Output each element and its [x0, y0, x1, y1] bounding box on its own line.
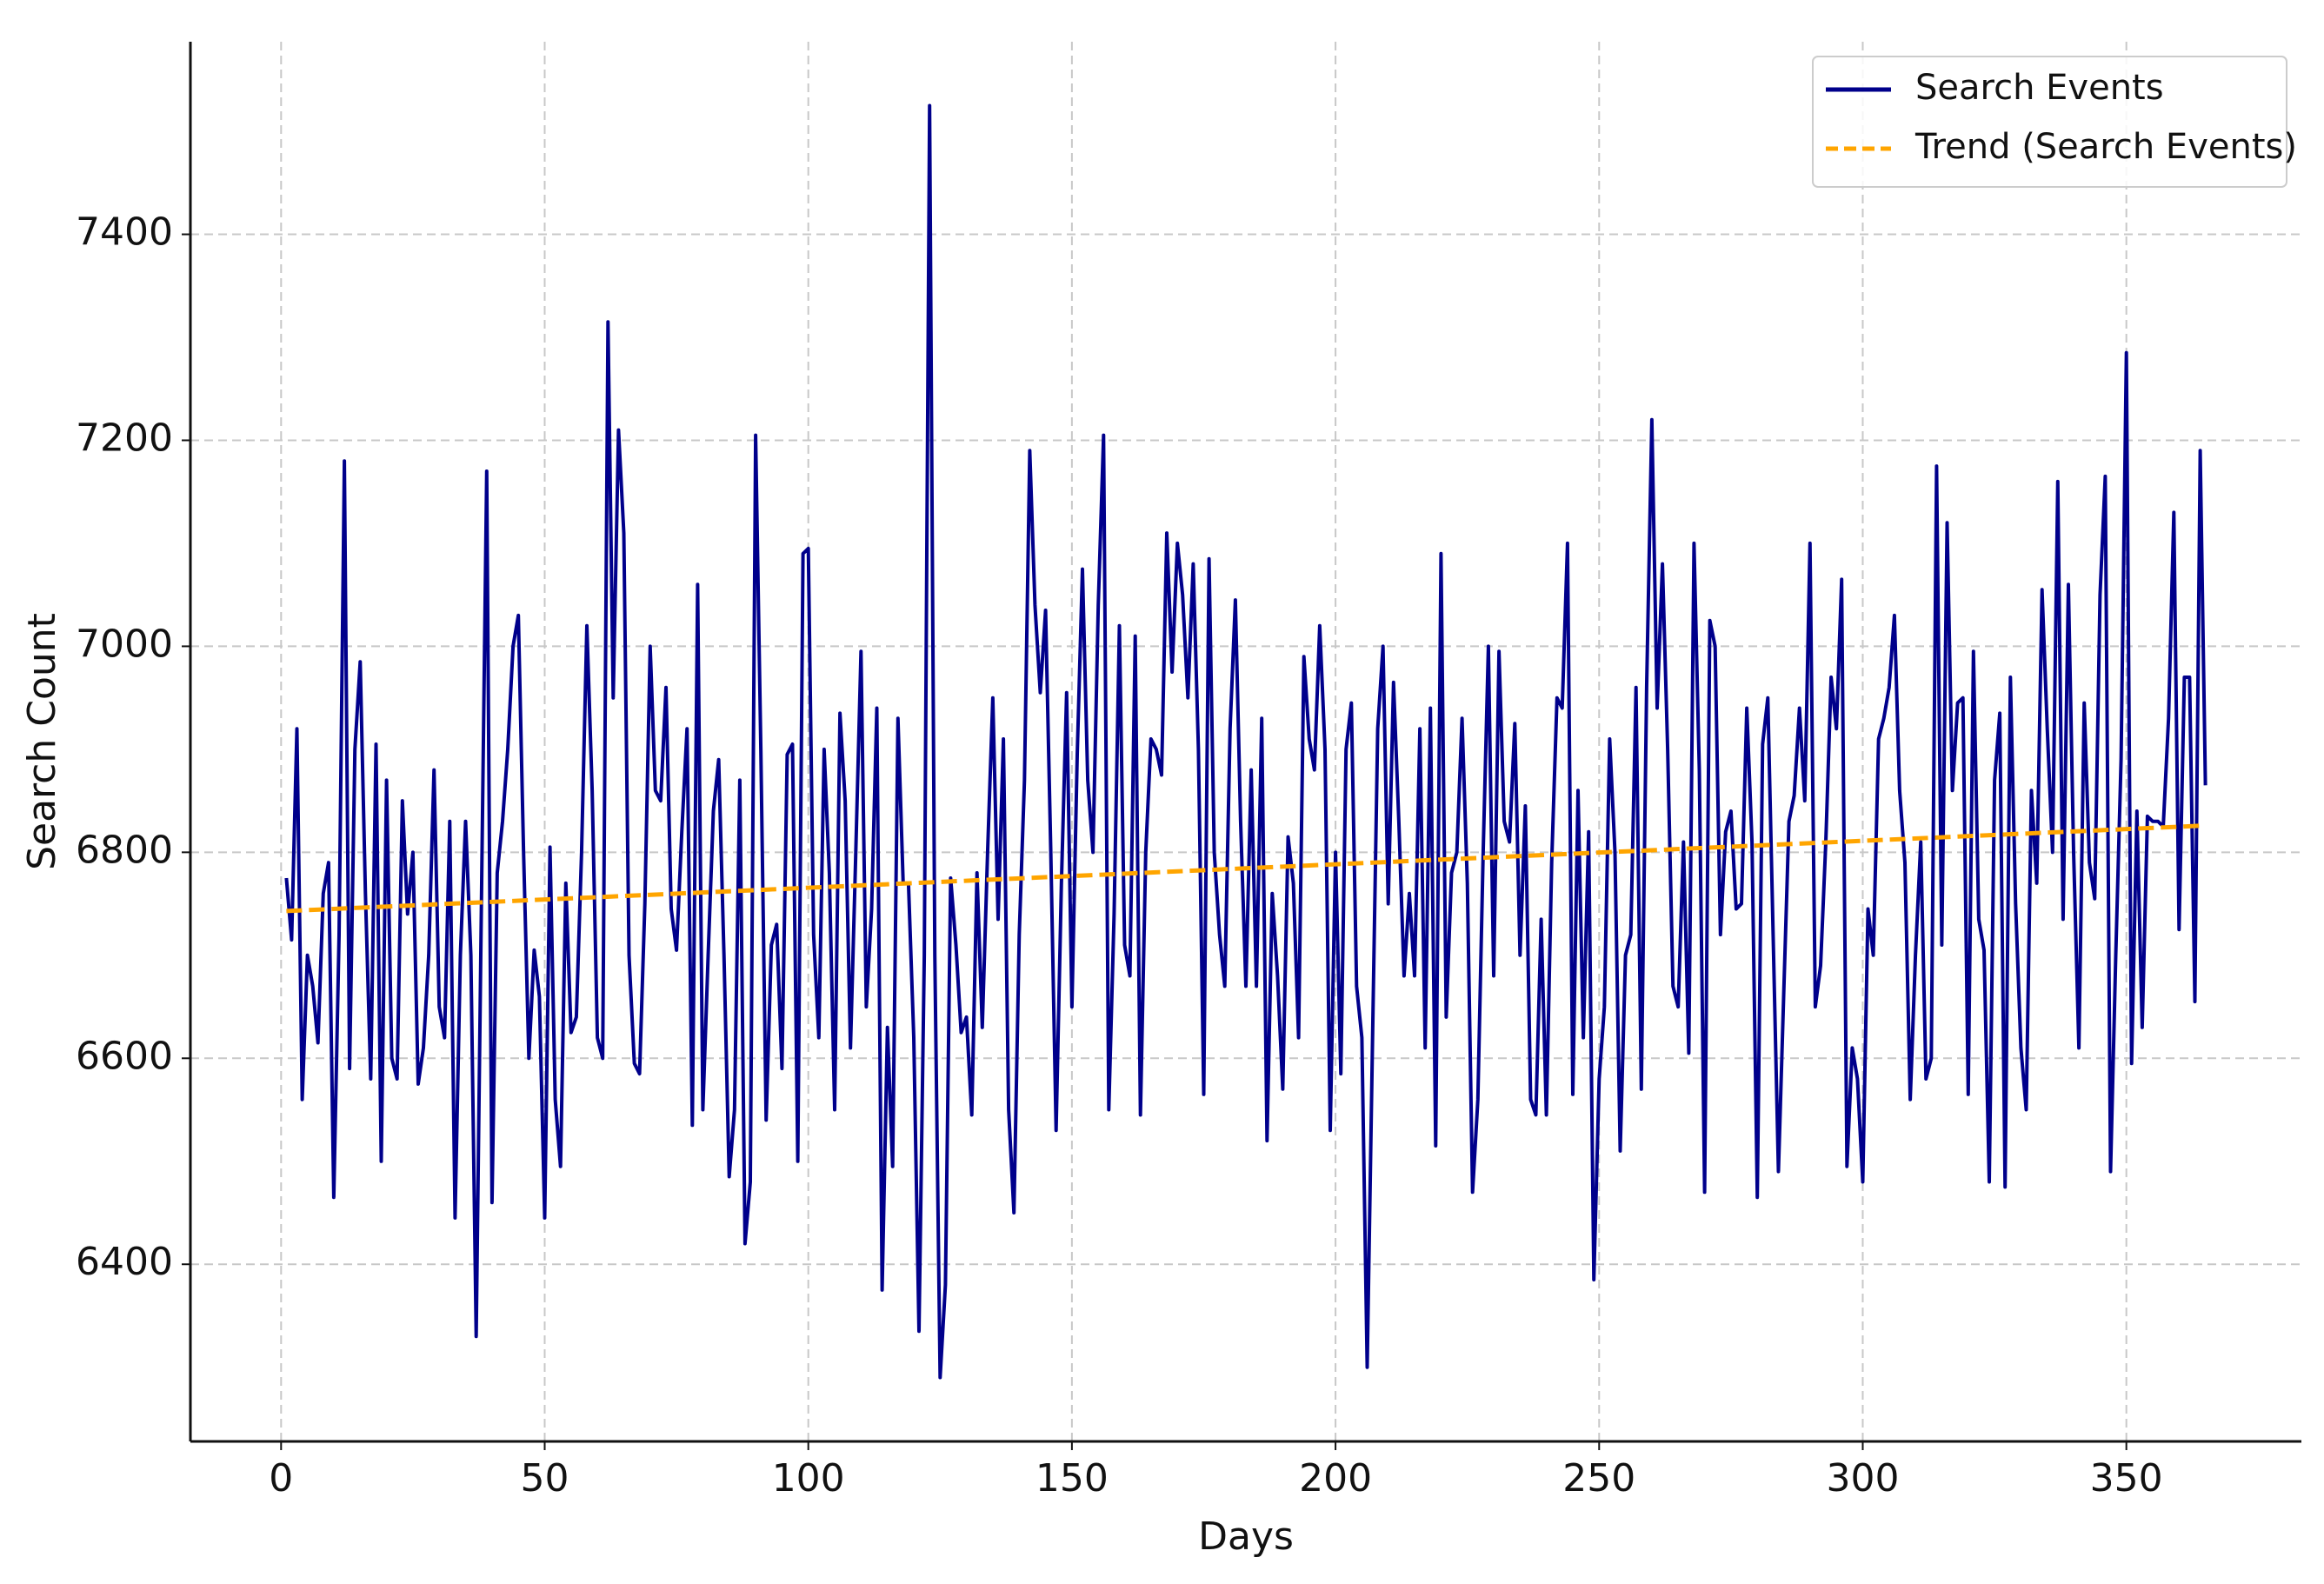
- x-tick-label: 350: [2090, 1456, 2163, 1501]
- y-tick-label: 7000: [76, 622, 173, 666]
- series-line: [284, 103, 2207, 1380]
- y-tick-label: 6400: [76, 1240, 173, 1284]
- x-tick-label: 100: [772, 1456, 845, 1501]
- x-tick-label: 0: [269, 1456, 293, 1501]
- legend-box: [1812, 56, 2287, 188]
- x-tick-label: 150: [1035, 1456, 1109, 1501]
- x-tick-label: 300: [1826, 1456, 1899, 1501]
- series-line: [286, 823, 2206, 914]
- y-tick-label: 7400: [76, 210, 173, 255]
- x-tick-label: 50: [520, 1456, 569, 1501]
- y-axis-label: Search Count: [20, 613, 64, 870]
- y-tick-label: 6800: [76, 828, 173, 872]
- y-tick-label: 6600: [76, 1034, 173, 1078]
- y-tick-label: 7200: [76, 416, 173, 460]
- x-tick-label: 200: [1299, 1456, 1372, 1501]
- x-axis-label: Days: [1198, 1514, 1294, 1559]
- legend-label: Search Events: [1915, 68, 2164, 108]
- x-tick-label: 250: [1562, 1456, 1635, 1501]
- legend-label: Trend (Search Events): [1914, 127, 2297, 167]
